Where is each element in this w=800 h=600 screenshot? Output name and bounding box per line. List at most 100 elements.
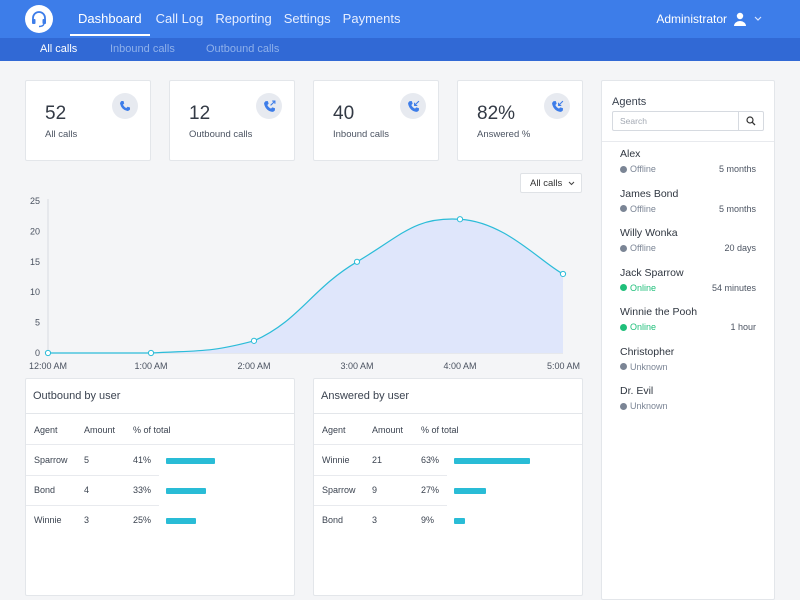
row-amount: 5: [84, 455, 90, 465]
calls-area-chart: 0 5 10 15 20 25 12:00 AM 1:00 AM 2:00 AM 3:00 AM 4…: [29, 196, 580, 371]
nav-reporting[interactable]: Reporting: [215, 11, 272, 26]
percent-bar: [166, 458, 215, 464]
x-tick-label: 5:00 AM: [547, 361, 580, 371]
agent-name: Winnie the Pooh: [620, 306, 698, 318]
stat-card-inbound-calls: 40 Inbound calls: [313, 80, 439, 161]
area-fill: [48, 218, 563, 353]
stat-label: All calls: [45, 129, 78, 140]
agent-name: Jack Sparrow: [620, 266, 684, 279]
filter-value: All calls: [530, 177, 563, 189]
col-header-amount: Amount: [84, 425, 116, 435]
status-dot-icon: [620, 165, 627, 173]
subnav-all-calls[interactable]: All calls: [40, 43, 78, 55]
x-tick-label: 3:00 AM: [340, 361, 373, 371]
agent-last-seen: 1 hour: [730, 322, 756, 332]
status-dot-icon: [620, 402, 627, 410]
user-menu[interactable]: Administrator: [656, 0, 762, 38]
agent-list-item[interactable]: Alex Offline 5 months: [602, 148, 774, 188]
stat-card-answered: 82% Answered %: [457, 80, 583, 161]
row-percent: 9%: [421, 515, 435, 525]
card-title: Answered by user: [314, 379, 582, 414]
percent-bar: [166, 488, 206, 494]
agent-status-label: Unknown: [630, 361, 668, 372]
percent-bar: [454, 518, 465, 524]
row-amount: 9: [372, 485, 378, 495]
row-divider: [314, 475, 447, 476]
nav-payments[interactable]: Payments: [342, 11, 401, 26]
agent-name: James Bond: [620, 187, 679, 200]
chevron-down-icon: [754, 16, 762, 22]
agent-last-seen: 54 minutes: [711, 282, 756, 293]
divider: [26, 444, 294, 445]
phone-icon: [112, 93, 138, 119]
stat-value: 40: [333, 103, 355, 124]
col-header-amount: Amount: [372, 425, 404, 435]
agent-status-label: Online: [630, 322, 657, 332]
divider: [314, 444, 582, 445]
agent-last-seen: 5 months: [718, 164, 756, 174]
phone-incoming-icon: [544, 93, 570, 119]
row-amount: 3: [372, 515, 378, 525]
y-tick-label: 0: [35, 348, 40, 358]
nav-dashboard[interactable]: Dashboard: [70, 0, 150, 38]
agent-name: Willy Wonka: [620, 227, 678, 239]
nav-settings[interactable]: Settings: [283, 11, 331, 26]
answered-by-user-card: Answered by user Agent Amount % of total…: [313, 378, 583, 596]
subnav-outbound-calls[interactable]: Outbound calls: [206, 43, 280, 55]
top-navbar: Dashboard Call Log Reporting Settings Pa…: [0, 0, 800, 38]
agent-name: Alex: [620, 148, 641, 160]
agent-list-item[interactable]: Winnie the Pooh Online 1 hour: [602, 306, 774, 346]
calls-filter-dropdown[interactable]: All calls: [520, 173, 582, 193]
phone-outgoing-icon: [256, 93, 282, 119]
search-button[interactable]: [738, 111, 764, 131]
stat-value: 12: [189, 103, 211, 124]
data-point: [44, 349, 52, 357]
data-point: [456, 216, 464, 223]
y-tick-label: 5: [35, 318, 40, 328]
row-percent: 33%: [133, 485, 152, 495]
agent-list-item[interactable]: Dr. Evil Unknown: [602, 385, 774, 425]
percent-bar: [454, 458, 530, 464]
agent-list-item[interactable]: Willy Wonka Offline 20 days: [602, 227, 774, 267]
col-header-percent: % of total: [133, 425, 171, 435]
row-agent: Winnie: [322, 455, 350, 465]
divider: [602, 141, 774, 142]
stat-label: Inbound calls: [333, 129, 389, 140]
status-dot-icon: [620, 284, 627, 291]
y-tick-label: 15: [30, 257, 40, 267]
status-dot-icon: [620, 205, 627, 212]
x-tick-label: 1:00 AM: [134, 361, 167, 371]
row-amount: 4: [84, 485, 90, 495]
data-point: [353, 258, 361, 265]
x-tick-label: 12:00 AM: [29, 361, 67, 371]
agent-status: Online: [620, 283, 656, 293]
row-amount: 3: [84, 515, 90, 525]
row-agent: Sparrow: [34, 455, 68, 465]
stat-value: 52: [45, 103, 67, 124]
data-point: [559, 270, 567, 278]
outbound-by-user-card: Outbound by user Agent Amount % of total…: [25, 378, 295, 596]
card-title: Outbound by user: [26, 379, 294, 414]
x-tick-label: 2:00 AM: [237, 361, 270, 371]
row-percent: 27%: [421, 485, 440, 495]
col-header-agent: Agent: [322, 425, 346, 435]
row-divider: [26, 475, 159, 476]
row-percent: 41%: [133, 455, 152, 465]
agent-search-input[interactable]: Search: [612, 111, 739, 131]
agent-status: Unknown: [620, 362, 668, 372]
agent-list-item[interactable]: Jack Sparrow Online 54 minutes: [602, 267, 774, 307]
y-tick-label: 25: [30, 196, 40, 206]
stat-label: Answered %: [477, 129, 531, 140]
headset-logo-icon[interactable]: [25, 5, 53, 33]
nav-call-log[interactable]: Call Log: [155, 11, 204, 26]
agent-status-label: Offline: [630, 164, 656, 174]
agent-list-item[interactable]: Christopher Unknown: [602, 346, 774, 386]
stat-value: 82%: [477, 103, 516, 124]
agent-list-item[interactable]: James Bond Offline 5 months: [602, 188, 774, 228]
agent-name: Dr. Evil: [620, 385, 654, 397]
agent-last-seen: 20 days: [724, 243, 756, 253]
sub-nav: All calls Inbound calls Outbound calls: [0, 38, 800, 61]
row-divider: [26, 505, 159, 506]
subnav-inbound-calls[interactable]: Inbound calls: [110, 43, 175, 55]
agent-status: Offline: [620, 204, 656, 214]
